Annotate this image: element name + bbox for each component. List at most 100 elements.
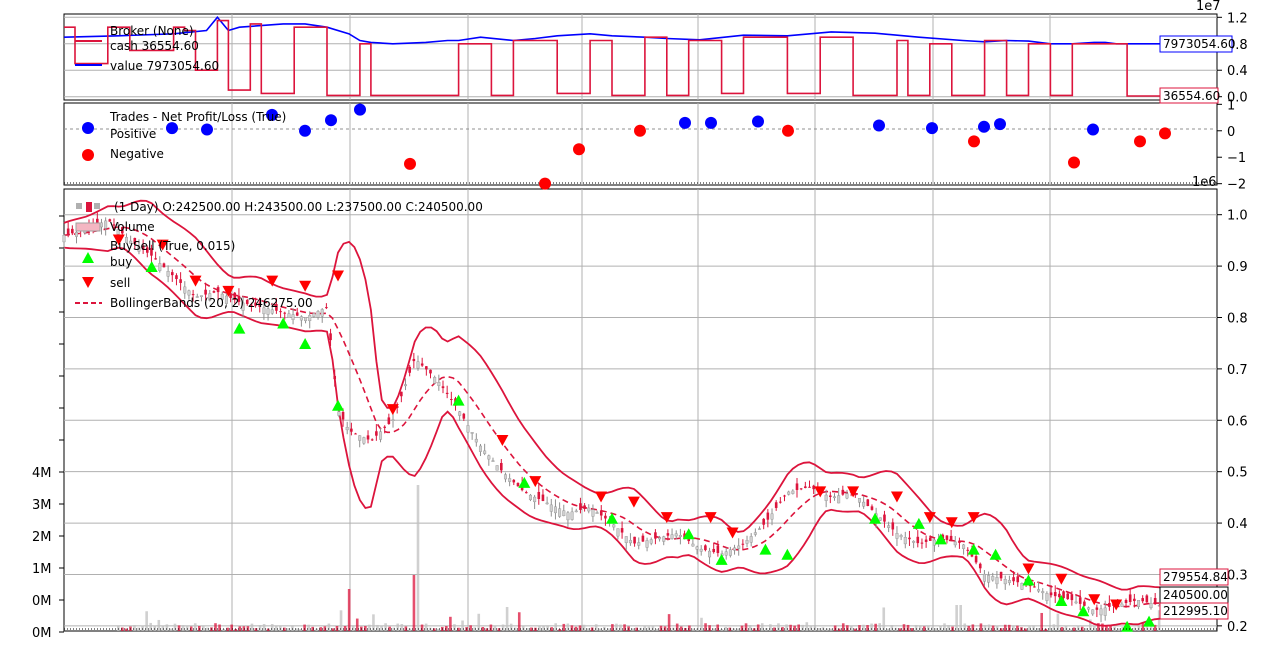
volume-bar (837, 628, 841, 631)
volume-bar (971, 624, 975, 631)
volume-bar (242, 626, 246, 631)
volume-bar (878, 623, 881, 631)
volume-bar (570, 625, 574, 631)
volume-legend-icon (75, 222, 101, 232)
svg-text:240500.00: 240500.00 (1163, 588, 1228, 602)
negative-trade-point (539, 177, 551, 190)
volume-bar (720, 628, 724, 631)
candle-body (674, 533, 678, 537)
sell-marker (923, 512, 936, 524)
candle-body (857, 497, 861, 503)
volume-bar (121, 627, 124, 631)
volume-bar (862, 624, 865, 631)
candle-body (899, 535, 903, 538)
volume-bar (542, 626, 545, 631)
volume-bar (902, 624, 906, 631)
positive-trade-point (201, 123, 213, 136)
volume-bar (805, 622, 809, 631)
volume-bar (777, 623, 780, 631)
candle-body (275, 304, 278, 311)
candle-body (1145, 595, 1149, 603)
candle-body (932, 539, 936, 546)
volume-bar (1040, 612, 1043, 631)
svg-text:Broker (None): Broker (None) (110, 24, 194, 38)
volume-bar (250, 623, 254, 631)
volume-bar (1076, 625, 1080, 631)
volume-bar (931, 627, 934, 631)
buy-marker (233, 322, 246, 334)
candle-body (1141, 598, 1144, 602)
volume-bar (781, 627, 784, 631)
candle-body (500, 462, 503, 471)
price-tick-label: 0.3 (1227, 568, 1248, 583)
candle-body (412, 358, 416, 362)
volume-bar (1012, 625, 1015, 631)
negative-trade-point (1134, 135, 1146, 148)
buy-marker (332, 399, 344, 411)
volume-bar (453, 624, 456, 631)
candle-body (245, 300, 249, 304)
candle-body (1133, 598, 1136, 602)
candle-body (1066, 593, 1070, 600)
candle-body (1049, 592, 1053, 596)
candle-body (241, 302, 245, 311)
bollinger-bands (63, 199, 1161, 627)
volume-bar (1097, 623, 1100, 631)
candle-body (1070, 594, 1074, 601)
volume-bar (299, 628, 302, 631)
volume-bar (238, 626, 242, 631)
volume-bar (392, 627, 395, 631)
sell-marker (266, 275, 279, 287)
candle-body (204, 289, 207, 295)
candle-body (154, 258, 157, 260)
volume-tick-label: 2M (32, 530, 52, 545)
candle-legend-icon (76, 202, 100, 212)
candle-body (437, 382, 441, 386)
candle-body (728, 549, 732, 556)
volume-bar (489, 624, 493, 631)
svg-text:sell: sell (110, 276, 130, 290)
volume-bar (270, 624, 274, 631)
candle-body (945, 535, 949, 540)
volume-bar (789, 624, 792, 631)
candle-body (512, 479, 516, 483)
volume-bar (145, 611, 148, 631)
svg-text:(1 Day) O:242500.00 H:243500.0: (1 Day) O:242500.00 H:243500.00 L:237500… (114, 200, 483, 214)
candle-body (495, 465, 499, 471)
candle-body (1020, 583, 1024, 590)
candle-body (391, 419, 395, 421)
candle-body (1120, 603, 1124, 607)
volume-bar (991, 625, 995, 631)
sell-marker (156, 239, 169, 251)
sell-marker (112, 234, 125, 246)
candle-body (779, 501, 782, 503)
candle-body (370, 439, 374, 441)
candle-body (574, 510, 578, 513)
candle-body (337, 411, 341, 416)
candle-body (1095, 607, 1099, 610)
candle-body (1012, 577, 1015, 582)
svg-text:Volume: Volume (110, 220, 155, 234)
sell-marker (847, 486, 860, 498)
candle-body (829, 495, 832, 497)
candle-body (583, 505, 586, 509)
candle-body (716, 545, 720, 554)
volume-bar (258, 625, 262, 631)
candle-body (724, 551, 728, 556)
positive-trade-point (299, 124, 311, 137)
volume-bar (481, 626, 485, 631)
candle-body (183, 286, 187, 294)
candle-body (649, 539, 653, 544)
buy-marker (781, 548, 794, 560)
candle-body (604, 515, 607, 519)
volume-bar (424, 623, 428, 631)
candle-body (891, 522, 895, 530)
candle-body (832, 496, 836, 499)
candle-body (558, 508, 562, 517)
volume-bar (918, 625, 922, 631)
sell-marker (627, 496, 640, 508)
svg-text:36554.60: 36554.60 (1163, 89, 1220, 103)
volume-bar (376, 624, 379, 631)
volume-tick-label: 1M (32, 562, 52, 577)
candle-body (116, 229, 120, 235)
